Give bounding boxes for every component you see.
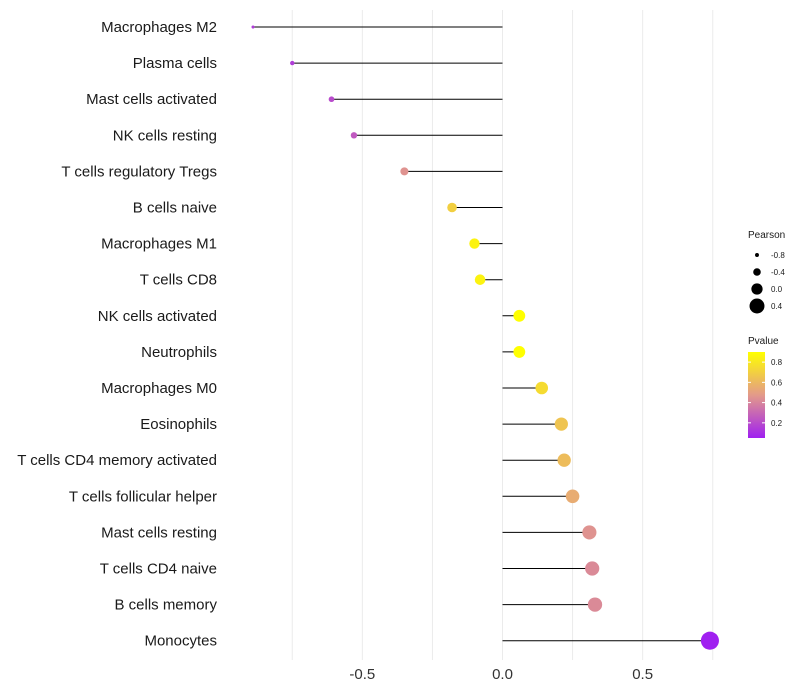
category-label: T cells CD4 naive [100, 561, 217, 578]
category-label: Macrophages M2 [101, 19, 217, 36]
category-label: Macrophages M1 [101, 236, 217, 253]
category-label: Neutrophils [141, 344, 217, 361]
color-legend-label: 0.2 [771, 419, 783, 428]
color-legend-label: 0.6 [771, 378, 783, 387]
grid-lines [291, 10, 714, 660]
category-labels: Macrophages M2 Plasma cells Mast cells act… [17, 19, 217, 650]
lollipop-point [554, 417, 568, 431]
category-label: Monocytes [144, 633, 217, 650]
category-label: B cells naive [133, 200, 217, 217]
size-legend-label: -0.8 [771, 251, 785, 260]
lollipop-point [582, 525, 597, 540]
x-tick-label: 0.5 [632, 666, 653, 683]
category-label: NK cells activated [98, 308, 217, 325]
category-label: B cells memory [114, 597, 217, 614]
lollipop-point [447, 202, 457, 213]
lollipop-point [350, 132, 358, 139]
lollipop-point [557, 453, 571, 467]
x-tick-label: -0.5 [349, 666, 375, 683]
lollipop-point [513, 345, 526, 358]
lollipop-point [565, 489, 580, 504]
size-legend-label: 0.0 [771, 285, 783, 294]
size-legend-key [755, 253, 759, 257]
category-label: T cells CD8 [140, 272, 217, 289]
x-axis-ticks: -0.5 0.0 0.5 [349, 666, 653, 683]
lollipop-point [251, 25, 255, 29]
lollipop-point [700, 631, 719, 650]
size-legend-key [753, 268, 761, 276]
lollipop-point [328, 96, 335, 103]
size-legend-label: 0.4 [771, 302, 783, 311]
lollipop-point [585, 561, 600, 576]
lollipop-points [251, 25, 719, 650]
lollipop-segments [253, 26, 710, 642]
category-label: Eosinophils [140, 416, 217, 433]
lollipop-point [535, 381, 549, 395]
color-legend-title: Pvalue [748, 336, 779, 347]
category-label: T cells CD4 memory activated [17, 452, 217, 469]
lollipop-point [474, 274, 486, 285]
lollipop-point [513, 309, 526, 322]
x-tick-label: 0.0 [492, 666, 513, 683]
category-label: Mast cells activated [86, 91, 217, 108]
legend: Pearson -0.8 -0.4 0.0 0.4 Pvalue 0.2 0.4 0.6 0.8 [748, 230, 785, 438]
size-legend-label: -0.4 [771, 268, 785, 277]
category-label: T cells follicular helper [69, 488, 217, 505]
category-label: NK cells resting [113, 127, 217, 144]
lollipop-point [400, 167, 409, 176]
lollipop-point [290, 60, 295, 66]
color-legend-label: 0.4 [771, 399, 783, 408]
lollipop-point [587, 597, 603, 612]
color-legend-label: 0.8 [771, 358, 783, 367]
category-label: Mast cells resting [101, 524, 217, 541]
category-label: Macrophages M0 [101, 380, 217, 397]
size-legend-title: Pearson [748, 230, 785, 241]
color-legend-bar [748, 352, 765, 438]
lollipop-point [469, 238, 480, 249]
category-label: T cells regulatory Tregs [61, 163, 217, 180]
category-label: Plasma cells [133, 55, 217, 72]
size-legend-key [751, 283, 763, 295]
size-legend-key [749, 298, 765, 314]
